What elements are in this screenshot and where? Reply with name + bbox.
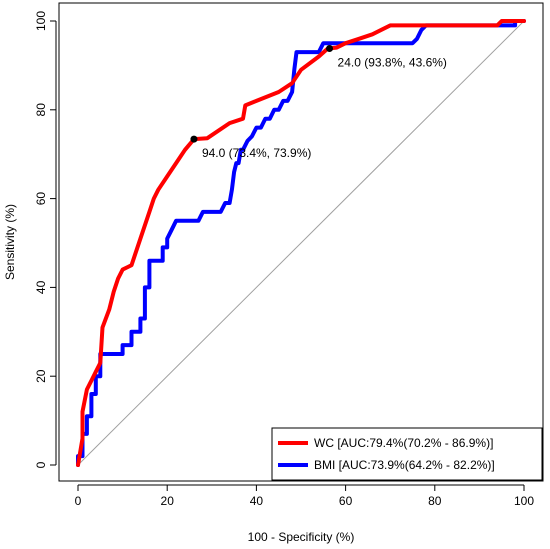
y-tick-label-40: 40 xyxy=(34,280,48,294)
y-tick-label-80: 80 xyxy=(34,103,48,117)
legend-box xyxy=(271,427,543,481)
y-tick-label-100: 100 xyxy=(34,11,48,31)
x-tick-label-40: 40 xyxy=(250,494,264,508)
cutoff-label-1: 94.0 (73.4%, 73.9%) xyxy=(202,146,311,160)
x-axis: 0 20 40 60 80 100 xyxy=(75,484,534,508)
y-tick-label-60: 60 xyxy=(34,192,48,206)
y-axis-title: Sensitivity (%) xyxy=(3,204,17,280)
x-tick-label-60: 60 xyxy=(339,494,353,508)
y-tick-label-0: 0 xyxy=(34,461,48,468)
series-line-wc xyxy=(76,19,526,467)
x-tick-label-0: 0 xyxy=(75,494,82,508)
annotation-points-layer xyxy=(190,45,334,143)
x-axis-title: 100 - Specificity (%) xyxy=(248,530,355,544)
legend-label-wc: WC [AUC:79.4%(70.2% - 86.9%)] xyxy=(314,436,493,450)
annotation-labels-layer: 94.0 (73.4%, 73.9%) 24.0 (93.8%, 43.6%) xyxy=(202,56,447,161)
y-axis: 0 20 40 60 80 100 xyxy=(34,11,57,468)
x-tick-label-80: 80 xyxy=(428,494,442,508)
legend: WC [AUC:79.4%(70.2% - 86.9%)] BMI [AUC:7… xyxy=(271,427,543,481)
plot-frame xyxy=(58,2,544,482)
y-tick-label-20: 20 xyxy=(34,369,48,383)
cutoff-point-1 xyxy=(190,135,198,143)
reference-diagonal-line xyxy=(77,20,525,466)
legend-label-bmi: BMI [AUC:73.9%(64.2% - 82.2%)] xyxy=(314,458,495,472)
reference-line-layer xyxy=(77,20,525,466)
x-tick-label-20: 20 xyxy=(161,494,175,508)
series-layer xyxy=(76,19,526,467)
cutoff-label-2: 24.0 (93.8%, 43.6%) xyxy=(338,56,447,70)
cutoff-point-2 xyxy=(326,45,334,53)
x-tick-label-100: 100 xyxy=(514,494,534,508)
